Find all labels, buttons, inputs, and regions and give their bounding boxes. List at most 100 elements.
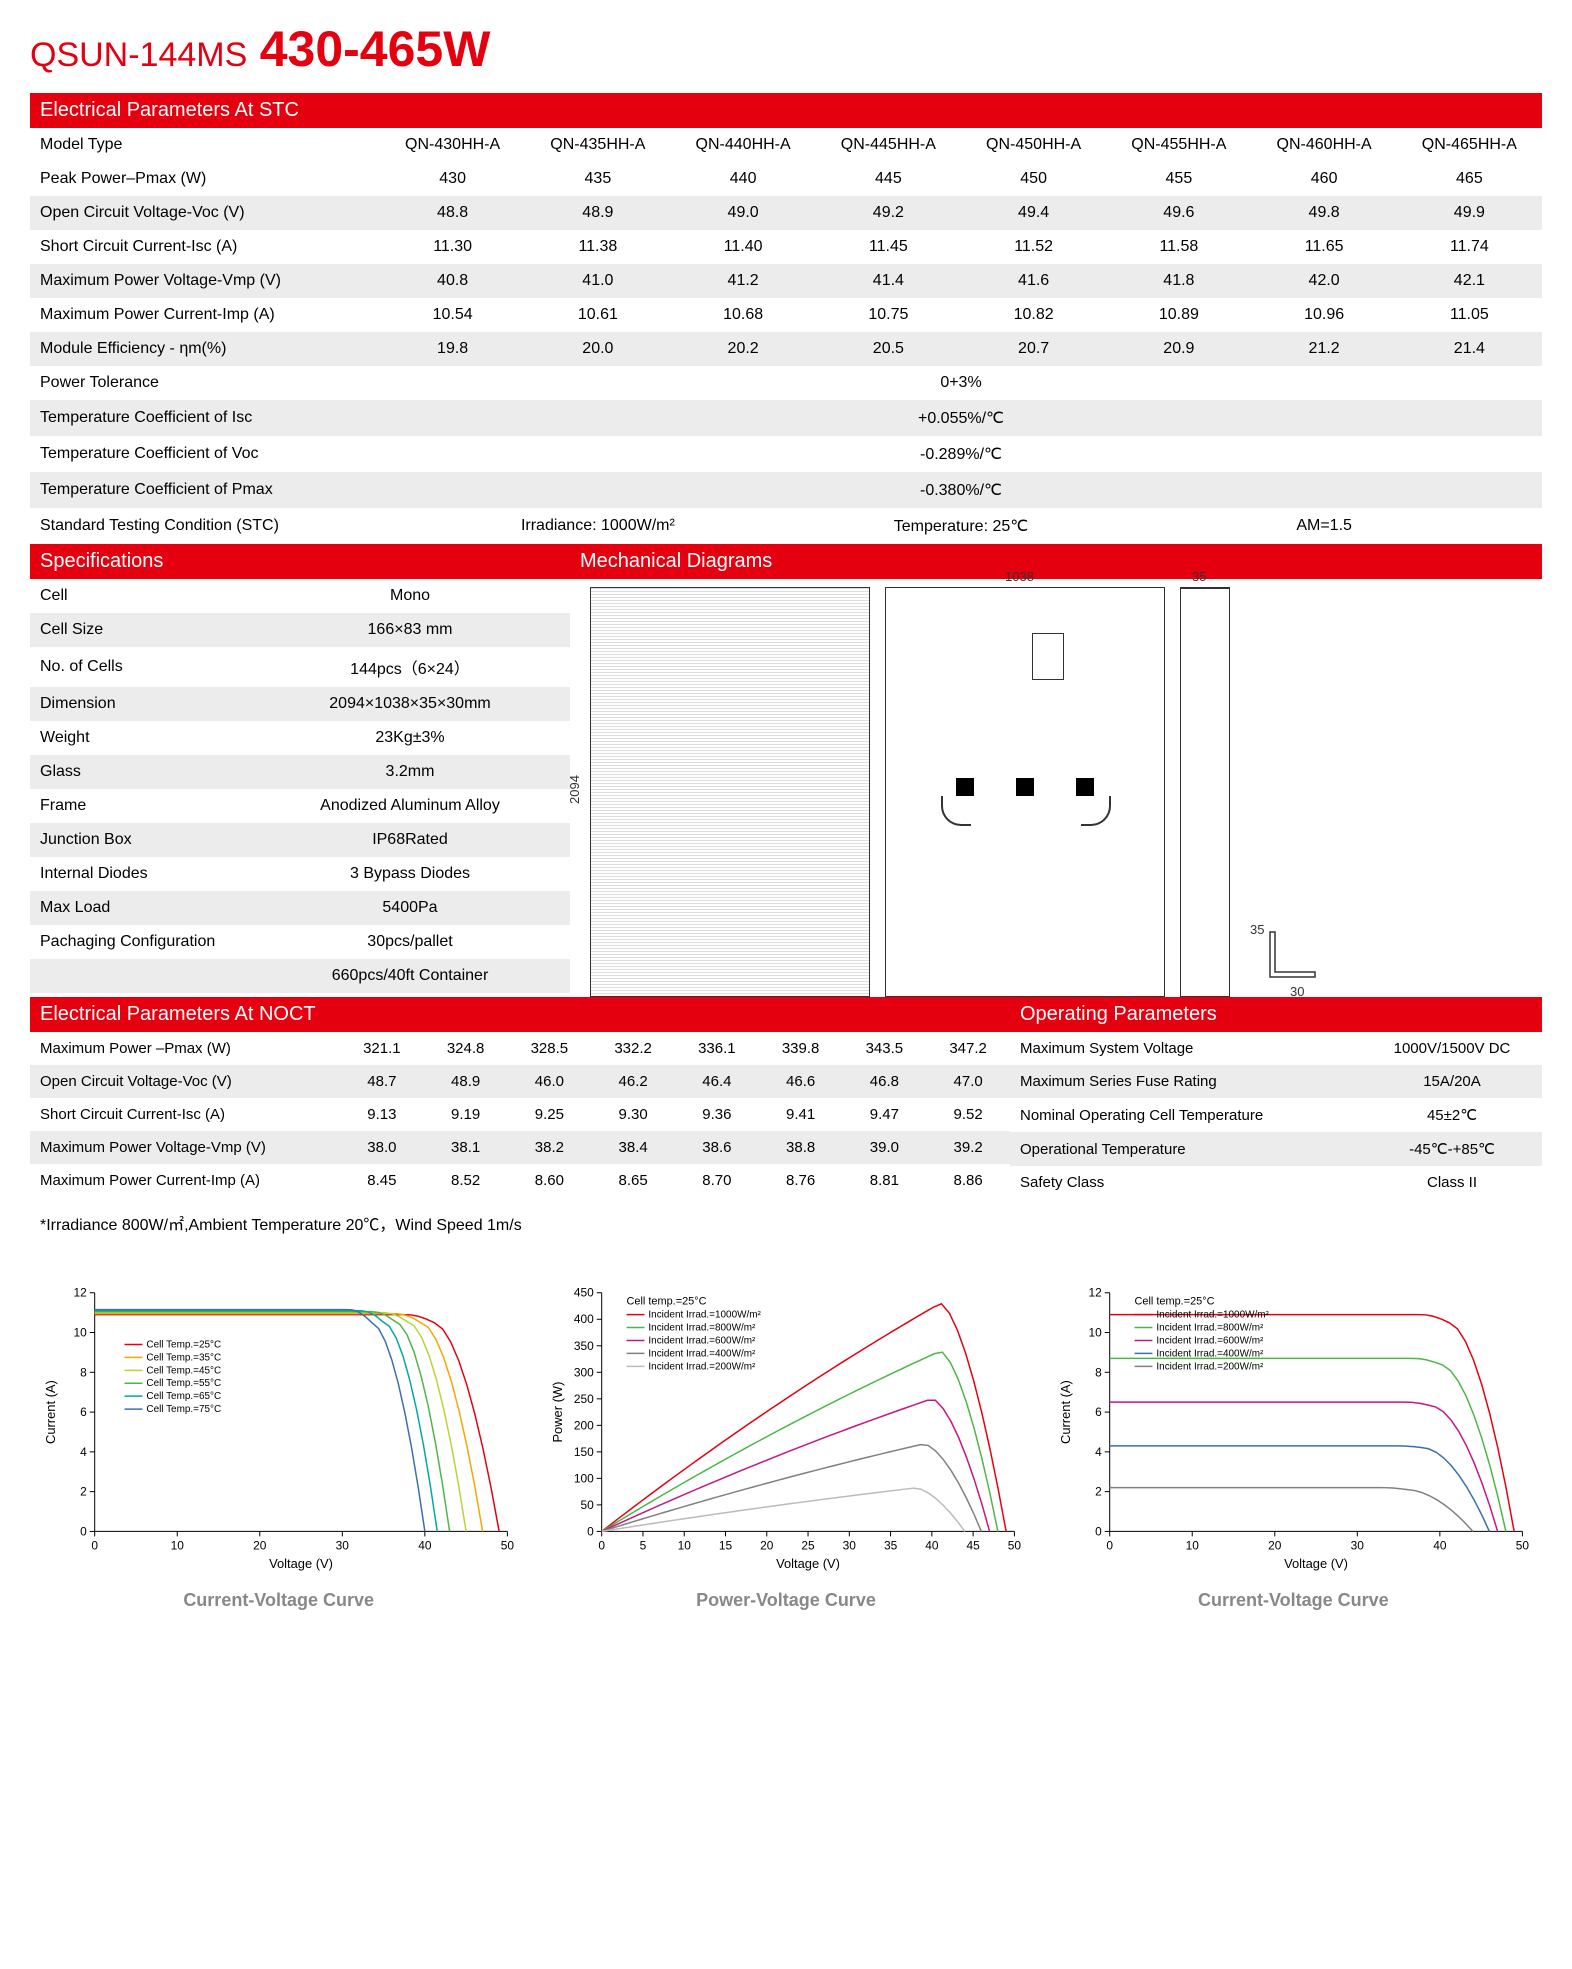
svg-text:100: 100 [574,1471,594,1485]
svg-text:Power (W): Power (W) [550,1382,565,1443]
model-col: QN-465HH-A [1397,128,1542,162]
svg-text:0: 0 [80,1524,87,1538]
panel-back-diagram [885,587,1165,997]
specs-row: Weight23Kg±3% [30,721,570,755]
svg-text:250: 250 [574,1392,594,1406]
stc-merged-row: Power Tolerance0+3% [30,366,1542,400]
svg-text:10: 10 [678,1538,692,1552]
svg-text:Incident Irrad.=200W/m²: Incident Irrad.=200W/m² [649,1361,757,1372]
svg-text:2: 2 [80,1485,87,1499]
specs-row: Dimension2094×1038×35×30mm [30,687,570,721]
noct-row: Short Circuit Current-Isc (A)9.139.199.2… [30,1098,1010,1131]
svg-text:0: 0 [587,1524,594,1538]
svg-text:15: 15 [719,1538,733,1552]
svg-text:0: 0 [599,1538,606,1552]
svg-text:Cell Temp.=25°C: Cell Temp.=25°C [146,1339,221,1350]
iv-irr-chart: 01020304050024681012Voltage (V)Current (… [1055,1277,1532,1577]
oper-row: Maximum Series Fuse Rating15A/20A [1010,1065,1542,1098]
wattage-range: 430-465W [260,21,491,77]
stc-row: Module Efficiency - ηm(%)19.820.020.220.… [30,332,1542,366]
svg-text:450: 450 [574,1286,594,1300]
panel-side-profile [1180,587,1230,997]
specs-row: Pachaging Configuration30pcs/pallet [30,925,570,959]
model-col: QN-450HH-A [961,128,1106,162]
frame-profile: 35 30 [1265,927,1325,987]
svg-text:30: 30 [843,1538,857,1552]
svg-text:8: 8 [1095,1365,1102,1379]
svg-text:25: 25 [802,1538,816,1552]
svg-text:10: 10 [1088,1326,1102,1340]
svg-text:Cell temp.=25°C: Cell temp.=25°C [627,1296,707,1308]
specs-row: FrameAnodized Aluminum Alloy [30,789,570,823]
model-col: QN-460HH-A [1252,128,1397,162]
svg-text:Current (A): Current (A) [1058,1380,1073,1444]
stc-merged-row: Temperature Coefficient of Isc+0.055%/℃ [30,400,1542,436]
svg-text:40: 40 [418,1538,432,1552]
noct-row: Open Circuit Voltage-Voc (V)48.748.946.0… [30,1065,1010,1098]
svg-text:50: 50 [581,1498,595,1512]
stc-row: Open Circuit Voltage-Voc (V)48.848.949.0… [30,196,1542,230]
svg-text:Incident Irrad.=200W/m²: Incident Irrad.=200W/m² [1156,1361,1264,1372]
oper-row: Operational Temperature-45℃-+85℃ [1010,1132,1542,1166]
svg-text:300: 300 [574,1365,594,1379]
noct-row: Maximum Power Voltage-Vmp (V)38.038.138.… [30,1131,1010,1164]
svg-text:Incident Irrad.=600W/m²: Incident Irrad.=600W/m² [1156,1335,1264,1346]
svg-text:0: 0 [91,1538,98,1552]
svg-text:6: 6 [80,1405,87,1419]
oper-header: Operating Parameters [1020,1003,1532,1026]
model-col: QN-430HH-A [380,128,525,162]
specs-header: Specifications [40,550,580,573]
dim-depth: 35 [1192,569,1206,584]
svg-text:Current (A): Current (A) [43,1380,58,1444]
noct-oper-header: Electrical Parameters At NOCT Operating … [30,997,1542,1032]
svg-text:Incident Irrad.=400W/m²: Incident Irrad.=400W/m² [1156,1348,1264,1359]
charts-row: 01020304050024681012Voltage (V)Current (… [30,1277,1542,1611]
specs-row: Internal Diodes3 Bypass Diodes [30,857,570,891]
mech-header: Mechanical Diagrams [580,550,1532,573]
svg-text:30: 30 [1350,1538,1364,1552]
svg-text:2: 2 [1095,1485,1102,1499]
stc-cond-row: Standard Testing Condition (STC)Irradian… [30,508,1542,544]
svg-text:Incident Irrad.=400W/m²: Incident Irrad.=400W/m² [649,1348,757,1359]
svg-text:6: 6 [1095,1405,1102,1419]
svg-text:5: 5 [640,1538,647,1552]
svg-text:20: 20 [760,1538,774,1552]
svg-text:Cell Temp.=75°C: Cell Temp.=75°C [146,1404,221,1415]
svg-text:50: 50 [1008,1538,1022,1552]
stc-row: Maximum Power Voltage-Vmp (V)40.841.041.… [30,264,1542,298]
svg-text:350: 350 [574,1339,594,1353]
svg-text:8: 8 [80,1365,87,1379]
stc-row: Peak Power–Pmax (W)430435440445450455460… [30,162,1542,196]
svg-text:Cell Temp.=45°C: Cell Temp.=45°C [146,1365,221,1376]
svg-text:Incident Irrad.=600W/m²: Incident Irrad.=600W/m² [649,1335,757,1346]
svg-text:45: 45 [967,1538,981,1552]
model-type-label: Model Type [30,128,380,162]
svg-text:Incident Irrad.=800W/m²: Incident Irrad.=800W/m² [1156,1323,1264,1334]
oper-row: Nominal Operating Cell Temperature45±2℃ [1010,1098,1542,1132]
specs-row: Max Load5400Pa [30,891,570,925]
oper-table: Maximum System Voltage1000V/1500V DCMaxi… [1010,1032,1542,1199]
svg-text:Incident Irrad.=1000W/m²: Incident Irrad.=1000W/m² [649,1310,762,1321]
svg-text:12: 12 [73,1286,87,1300]
model-col: QN-445HH-A [816,128,961,162]
noct-header: Electrical Parameters At NOCT [40,1003,1020,1026]
panel-front-diagram [590,587,870,997]
svg-text:4: 4 [1095,1445,1102,1459]
svg-text:Cell Temp.=35°C: Cell Temp.=35°C [146,1352,221,1363]
oper-row: Maximum System Voltage1000V/1500V DC [1010,1032,1542,1065]
svg-text:40: 40 [926,1538,940,1552]
noct-table: Maximum Power –Pmax (W)321.1324.8328.533… [30,1032,1010,1197]
svg-text:50: 50 [1515,1538,1529,1552]
model-col: QN-455HH-A [1106,128,1251,162]
svg-text:35: 35 [884,1538,898,1552]
svg-text:50: 50 [501,1538,515,1552]
model-col: QN-440HH-A [671,128,816,162]
model-name: QSUN-144MS [30,36,247,74]
svg-text:Cell temp.=25°C: Cell temp.=25°C [1134,1296,1214,1308]
svg-text:400: 400 [574,1312,594,1326]
mechanical-diagrams: 2094 1038 35 35 30 [570,579,1542,997]
svg-text:10: 10 [171,1538,185,1552]
specs-row: Glass3.2mm [30,755,570,789]
stc-merged-row: Temperature Coefficient of Voc-0.289%/℃ [30,436,1542,472]
svg-text:10: 10 [1185,1538,1199,1552]
